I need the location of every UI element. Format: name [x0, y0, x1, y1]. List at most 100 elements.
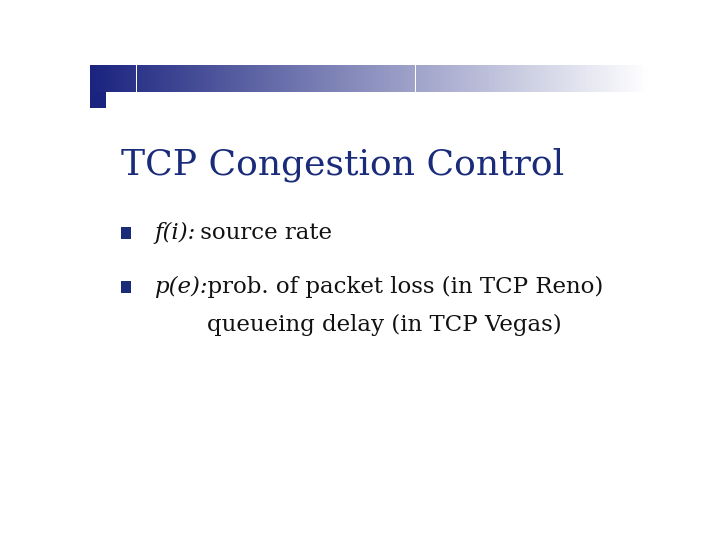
Bar: [508, 65, 510, 92]
Bar: [553, 65, 555, 92]
Bar: [256, 65, 258, 92]
Bar: [449, 65, 451, 92]
Bar: [338, 65, 339, 92]
Bar: [498, 65, 499, 92]
Bar: [492, 65, 494, 92]
Bar: [330, 65, 332, 92]
Bar: [120, 65, 122, 92]
Bar: [300, 65, 302, 92]
Bar: [410, 65, 412, 92]
Bar: [140, 65, 142, 92]
Bar: [555, 65, 557, 92]
Bar: [132, 65, 135, 92]
Bar: [112, 65, 114, 92]
Bar: [607, 65, 609, 92]
Bar: [620, 65, 622, 92]
Bar: [557, 65, 559, 92]
Bar: [248, 65, 250, 92]
Bar: [285, 65, 287, 92]
Bar: [170, 65, 172, 92]
Bar: [596, 65, 598, 92]
Bar: [320, 65, 323, 92]
Bar: [423, 65, 425, 92]
Bar: [546, 65, 548, 92]
Bar: [289, 65, 291, 92]
Bar: [631, 65, 633, 92]
Bar: [600, 65, 601, 92]
Bar: [633, 65, 635, 92]
Bar: [526, 65, 527, 92]
Bar: [202, 65, 204, 92]
Bar: [451, 65, 453, 92]
Bar: [153, 65, 155, 92]
Bar: [629, 65, 631, 92]
Text: queueing delay (in TCP Vegas): queueing delay (in TCP Vegas): [207, 314, 562, 336]
Bar: [172, 65, 174, 92]
Bar: [177, 65, 179, 92]
Bar: [274, 65, 276, 92]
Bar: [287, 65, 289, 92]
Bar: [406, 65, 408, 92]
Bar: [413, 65, 415, 92]
Bar: [460, 65, 462, 92]
Bar: [583, 65, 585, 92]
Bar: [386, 65, 387, 92]
Bar: [581, 65, 583, 92]
Bar: [598, 65, 600, 92]
Bar: [272, 65, 274, 92]
Bar: [505, 65, 507, 92]
Bar: [419, 65, 421, 92]
Bar: [118, 65, 120, 92]
Bar: [94, 65, 96, 92]
Bar: [263, 65, 265, 92]
Bar: [472, 65, 473, 92]
Bar: [421, 65, 423, 92]
Bar: [237, 65, 239, 92]
Bar: [454, 65, 456, 92]
Bar: [577, 65, 579, 92]
Bar: [339, 65, 341, 92]
Bar: [590, 65, 592, 92]
Bar: [566, 65, 568, 92]
Bar: [579, 65, 581, 92]
Bar: [92, 65, 94, 92]
Bar: [418, 65, 419, 92]
Text: source rate: source rate: [193, 222, 332, 244]
Bar: [161, 65, 163, 92]
Bar: [624, 65, 626, 92]
Bar: [447, 65, 449, 92]
Bar: [622, 65, 624, 92]
Bar: [570, 65, 572, 92]
Bar: [307, 65, 310, 92]
Bar: [265, 65, 266, 92]
Bar: [611, 65, 613, 92]
Bar: [603, 65, 606, 92]
Bar: [166, 65, 168, 92]
Bar: [490, 65, 492, 92]
Bar: [271, 65, 272, 92]
Bar: [479, 65, 481, 92]
Bar: [482, 65, 485, 92]
Bar: [333, 65, 336, 92]
Bar: [351, 65, 352, 92]
Bar: [258, 65, 259, 92]
Bar: [176, 65, 177, 92]
Bar: [361, 65, 364, 92]
Bar: [405, 65, 406, 92]
Bar: [192, 65, 194, 92]
Bar: [473, 65, 475, 92]
Bar: [499, 65, 501, 92]
Bar: [317, 65, 319, 92]
Bar: [196, 65, 198, 92]
Bar: [501, 65, 503, 92]
Bar: [415, 65, 418, 92]
Bar: [109, 65, 110, 92]
Bar: [618, 65, 620, 92]
Bar: [438, 65, 440, 92]
Bar: [475, 65, 477, 92]
Bar: [341, 65, 343, 92]
Bar: [367, 65, 369, 92]
Bar: [523, 65, 526, 92]
Bar: [179, 65, 181, 92]
Bar: [276, 65, 278, 92]
